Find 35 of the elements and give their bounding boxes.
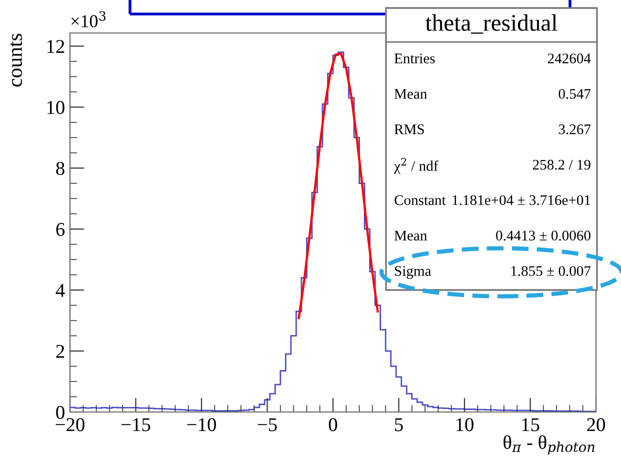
chart-title: theta_residual: [426, 14, 558, 34]
annotation: 1.181e+04 ± 3.716e+01: [452, 195, 590, 206]
y-axis-title: counts: [10, 34, 22, 87]
x-tick-label: −20: [56, 418, 84, 432]
y-tick-label: 0: [56, 406, 64, 419]
annotation: Mean: [394, 230, 427, 241]
annotation: Entries: [394, 54, 435, 64]
x-axis-title: θ$_{π}$ - θ$_{photon}$: [504, 435, 594, 455]
annotation: 0.4413 ± 0.0060: [496, 230, 590, 241]
annotation: Constant: [394, 195, 446, 206]
annotation: Sigma: [394, 266, 432, 279]
annotation: 242604: [548, 54, 591, 64]
annotation: 0.547: [558, 88, 591, 99]
x-tick-label: 15: [522, 418, 540, 432]
annotation: 258.2 / 19: [532, 160, 590, 170]
y-tick-label: 8: [56, 162, 64, 176]
annotation: Mean: [394, 89, 427, 99]
y-tick-label: 6: [56, 222, 65, 236]
text: ×10$^{3}$: [71, 11, 106, 28]
x-tick-label: −5: [258, 418, 277, 432]
annotation: 1.855 ± 0.007: [511, 266, 591, 276]
line-series: [298, 52, 379, 320]
x-tick-label: 10: [456, 418, 474, 432]
x-tick-label: 0: [328, 418, 338, 432]
x-tick-label: 5: [395, 418, 403, 432]
y-tick-label: 2: [56, 344, 64, 358]
x-tick-label: −15: [122, 418, 150, 432]
y-tick-label: 10: [47, 100, 64, 114]
y-tick-label: 12: [47, 40, 64, 53]
x-tick-label: 20: [587, 418, 605, 432]
annotation: RMS: [394, 124, 424, 134]
annotation: 3.267: [558, 124, 591, 134]
y-tick-label: 4: [56, 284, 65, 297]
x-tick-label: −10: [187, 418, 216, 432]
annotation: χ$^{2}$ / ndf: [394, 158, 438, 174]
